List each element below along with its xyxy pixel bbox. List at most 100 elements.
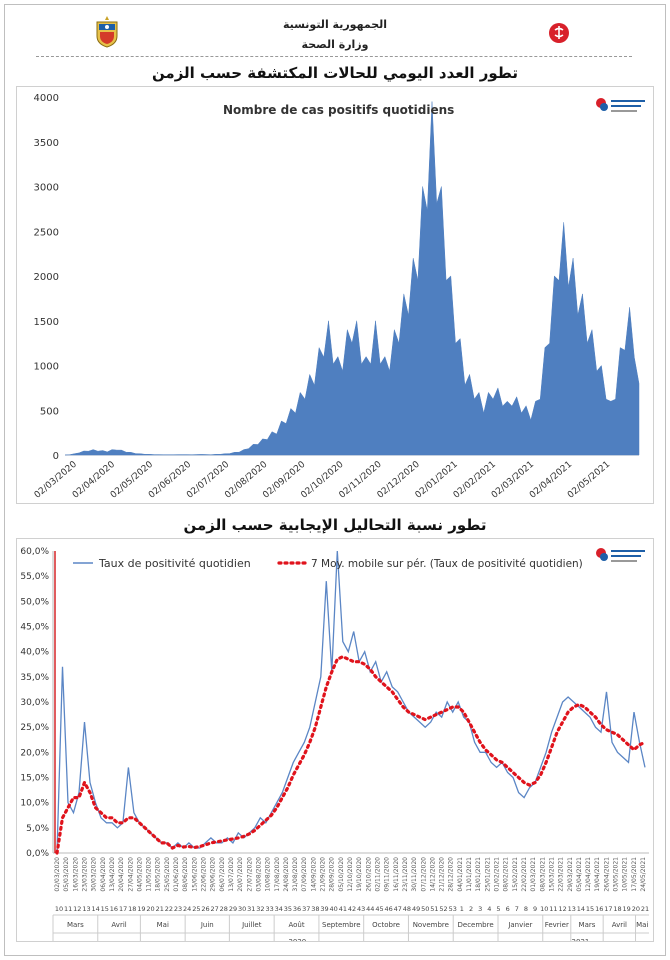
chart1-y-tick: 2000 bbox=[34, 272, 59, 283]
chart2-date-tick: 30/11/2020 bbox=[411, 857, 418, 892]
chart1-y-tick: 1000 bbox=[34, 362, 59, 373]
chart2-month-label: Juillet bbox=[241, 921, 262, 929]
chart2-week-label: 3 bbox=[478, 905, 482, 913]
chart2-month-label: Août bbox=[288, 921, 304, 929]
chart2-week-label: 42 bbox=[348, 905, 356, 913]
chart2-y-tick: 60,0% bbox=[20, 547, 49, 557]
chart2-week-label: 10 bbox=[540, 905, 548, 913]
legend-average-label: 7 Moy. mobile sur pér. (Taux de positivi… bbox=[311, 558, 583, 570]
chart2-month-label: Juin bbox=[200, 921, 214, 929]
chart2-week-label: 46 bbox=[384, 905, 392, 913]
chart2-moving-average-line bbox=[55, 654, 647, 855]
chart2-date-tick: 12/04/2021 bbox=[585, 857, 592, 892]
chart2-week-label: 43 bbox=[357, 905, 365, 913]
chart1-y-tick: 500 bbox=[40, 406, 59, 417]
chart2-week-label: 15 bbox=[101, 905, 109, 913]
chart2-week-label: 44 bbox=[366, 905, 374, 913]
chart1-section-title: تطور العدد اليومي للحالات المكتشفة حسب ا… bbox=[151, 64, 519, 82]
header-ministry: وزارة الصحة bbox=[301, 38, 369, 51]
chart2-week-label: 52 bbox=[439, 905, 447, 913]
chart2-week-label: 13 bbox=[82, 905, 90, 913]
chart2-y-tick: 30,0% bbox=[20, 698, 49, 708]
chart2-week-label: 50 bbox=[421, 905, 429, 913]
legend-daily-label: Taux de positivité quotidien bbox=[98, 557, 251, 570]
chart2-date-tick: 04/01/2021 bbox=[457, 857, 464, 892]
chart2-week-label: 47 bbox=[394, 905, 402, 913]
chart2-month-label: Avril bbox=[111, 921, 126, 929]
chart2-date-tick: 08/06/2020 bbox=[182, 857, 189, 892]
chart2-month-label: Mars bbox=[579, 921, 596, 929]
chart2-week-label: 20 bbox=[146, 905, 154, 913]
chart2-week-label: 45 bbox=[375, 905, 383, 913]
chart1-container: 0 500 1000 1500 2000 2500 3000 3500 4000 02/03/20… bbox=[16, 86, 654, 504]
positivity-rate-chart: 0,0%5,0%10,0%15,0%20,0%25,0%30,0%35,0%40… bbox=[20, 547, 649, 947]
chart2-date-tick: 17/05/2021 bbox=[631, 857, 638, 892]
chart2-week-label: 11 bbox=[549, 905, 557, 913]
chart2-date-tick: 31/08/2020 bbox=[292, 857, 299, 892]
observatory-logo-icon bbox=[596, 98, 645, 112]
chart2-week-label: 24 bbox=[183, 905, 191, 913]
chart2-week-label: 17 bbox=[119, 905, 127, 913]
chart2-week-label: 5 bbox=[496, 905, 500, 913]
chart2-date-tick: 24/08/2020 bbox=[283, 857, 290, 892]
chart2-week-label: 7 bbox=[515, 905, 519, 913]
chart2-date-tick: 18/01/2021 bbox=[475, 857, 482, 892]
chart2-date-tick: 25/01/2021 bbox=[484, 857, 491, 892]
chart2-date-tick: 19/04/2021 bbox=[594, 857, 601, 892]
chart2-week-label: 9 bbox=[533, 905, 537, 913]
chart2-week-label: 48 bbox=[403, 905, 411, 913]
chart2-week-label: 1 bbox=[460, 905, 464, 913]
chart2-week-label: 10 bbox=[55, 905, 63, 913]
chart2-week-label: 19 bbox=[623, 905, 631, 913]
chart1-y-tick: 3500 bbox=[34, 138, 59, 149]
chart2-date-tick: 24/05/2021 bbox=[640, 857, 647, 892]
chart2-week-label: 16 bbox=[595, 905, 603, 913]
chart2-date-tick: 07/12/2020 bbox=[420, 857, 427, 892]
page-frame bbox=[4, 4, 666, 956]
chart2-week-label: 41 bbox=[339, 905, 347, 913]
chart2-week-label: 40 bbox=[330, 905, 338, 913]
chart2-week-label: 21 bbox=[641, 905, 649, 913]
chart2-date-tick: 09/11/2020 bbox=[384, 857, 391, 892]
chart2-month-label: Janvier bbox=[507, 921, 532, 929]
chart2-date-tick: 25/05/2020 bbox=[164, 857, 171, 892]
chart2-date-tick: 10/05/2021 bbox=[622, 857, 629, 892]
chart2-week-label: 31 bbox=[247, 905, 255, 913]
chart2-date-tick: 07/09/2020 bbox=[301, 857, 308, 892]
chart2-date-tick: 26/04/2021 bbox=[603, 857, 610, 892]
chart2-date-tick: 02/03/2020 bbox=[54, 857, 61, 892]
chart2-date-tick: 12/10/2020 bbox=[347, 857, 354, 892]
chart2-y-tick: 35,0% bbox=[20, 673, 49, 683]
chart2-week-label: 6 bbox=[506, 905, 510, 913]
chart2-week-label: 20 bbox=[632, 905, 640, 913]
chart2-week-label: 12 bbox=[73, 905, 81, 913]
chart2-date-tick: 14/12/2020 bbox=[429, 857, 436, 892]
chart2-date-tick: 20/07/2020 bbox=[237, 857, 244, 892]
chart2-date-tick: 27/04/2020 bbox=[127, 857, 134, 892]
chart2-week-label: 37 bbox=[302, 905, 310, 913]
chart2-week-label: 8 bbox=[524, 905, 528, 913]
chart2-date-tick: 15/03/2021 bbox=[548, 857, 555, 892]
chart2-container: 0,0% 5,0% 10,0% 15,0% 20,0% 25,0% 30,0% 35,0% 40… bbox=[16, 538, 654, 947]
chart1-y-tick: 3000 bbox=[34, 183, 59, 194]
chart1-y-tick: 1500 bbox=[34, 317, 59, 328]
chart2-week-label: 14 bbox=[91, 905, 99, 913]
chart2-date-tick: 05/04/2021 bbox=[576, 857, 583, 892]
header-divider bbox=[36, 56, 632, 57]
chart2-y-tick: 25,0% bbox=[20, 723, 49, 733]
chart2-year-label: 2021 bbox=[572, 938, 590, 941]
chart2-month-label: Mars bbox=[67, 921, 84, 929]
chart2-month-label: Decembre bbox=[458, 921, 494, 929]
chart2-date-tick: 23/03/2020 bbox=[81, 857, 88, 892]
chart2-y-tick: 0,0% bbox=[26, 849, 49, 859]
chart2-week-label: 49 bbox=[412, 905, 420, 913]
chart2-date-tick: 30/03/2020 bbox=[91, 857, 98, 892]
chart2-date-tick: 15/06/2020 bbox=[191, 857, 198, 892]
chart2-week-label: 35 bbox=[284, 905, 292, 913]
chart2-week-label: 53 bbox=[449, 905, 457, 913]
chart2-date-tick: 13/07/2020 bbox=[228, 857, 235, 892]
chart1-area-series bbox=[64, 101, 640, 456]
chart2-date-tick: 06/07/2020 bbox=[219, 857, 226, 892]
chart2-y-tick: 50,0% bbox=[20, 597, 49, 607]
chart2-month-label: Mai bbox=[157, 921, 169, 929]
